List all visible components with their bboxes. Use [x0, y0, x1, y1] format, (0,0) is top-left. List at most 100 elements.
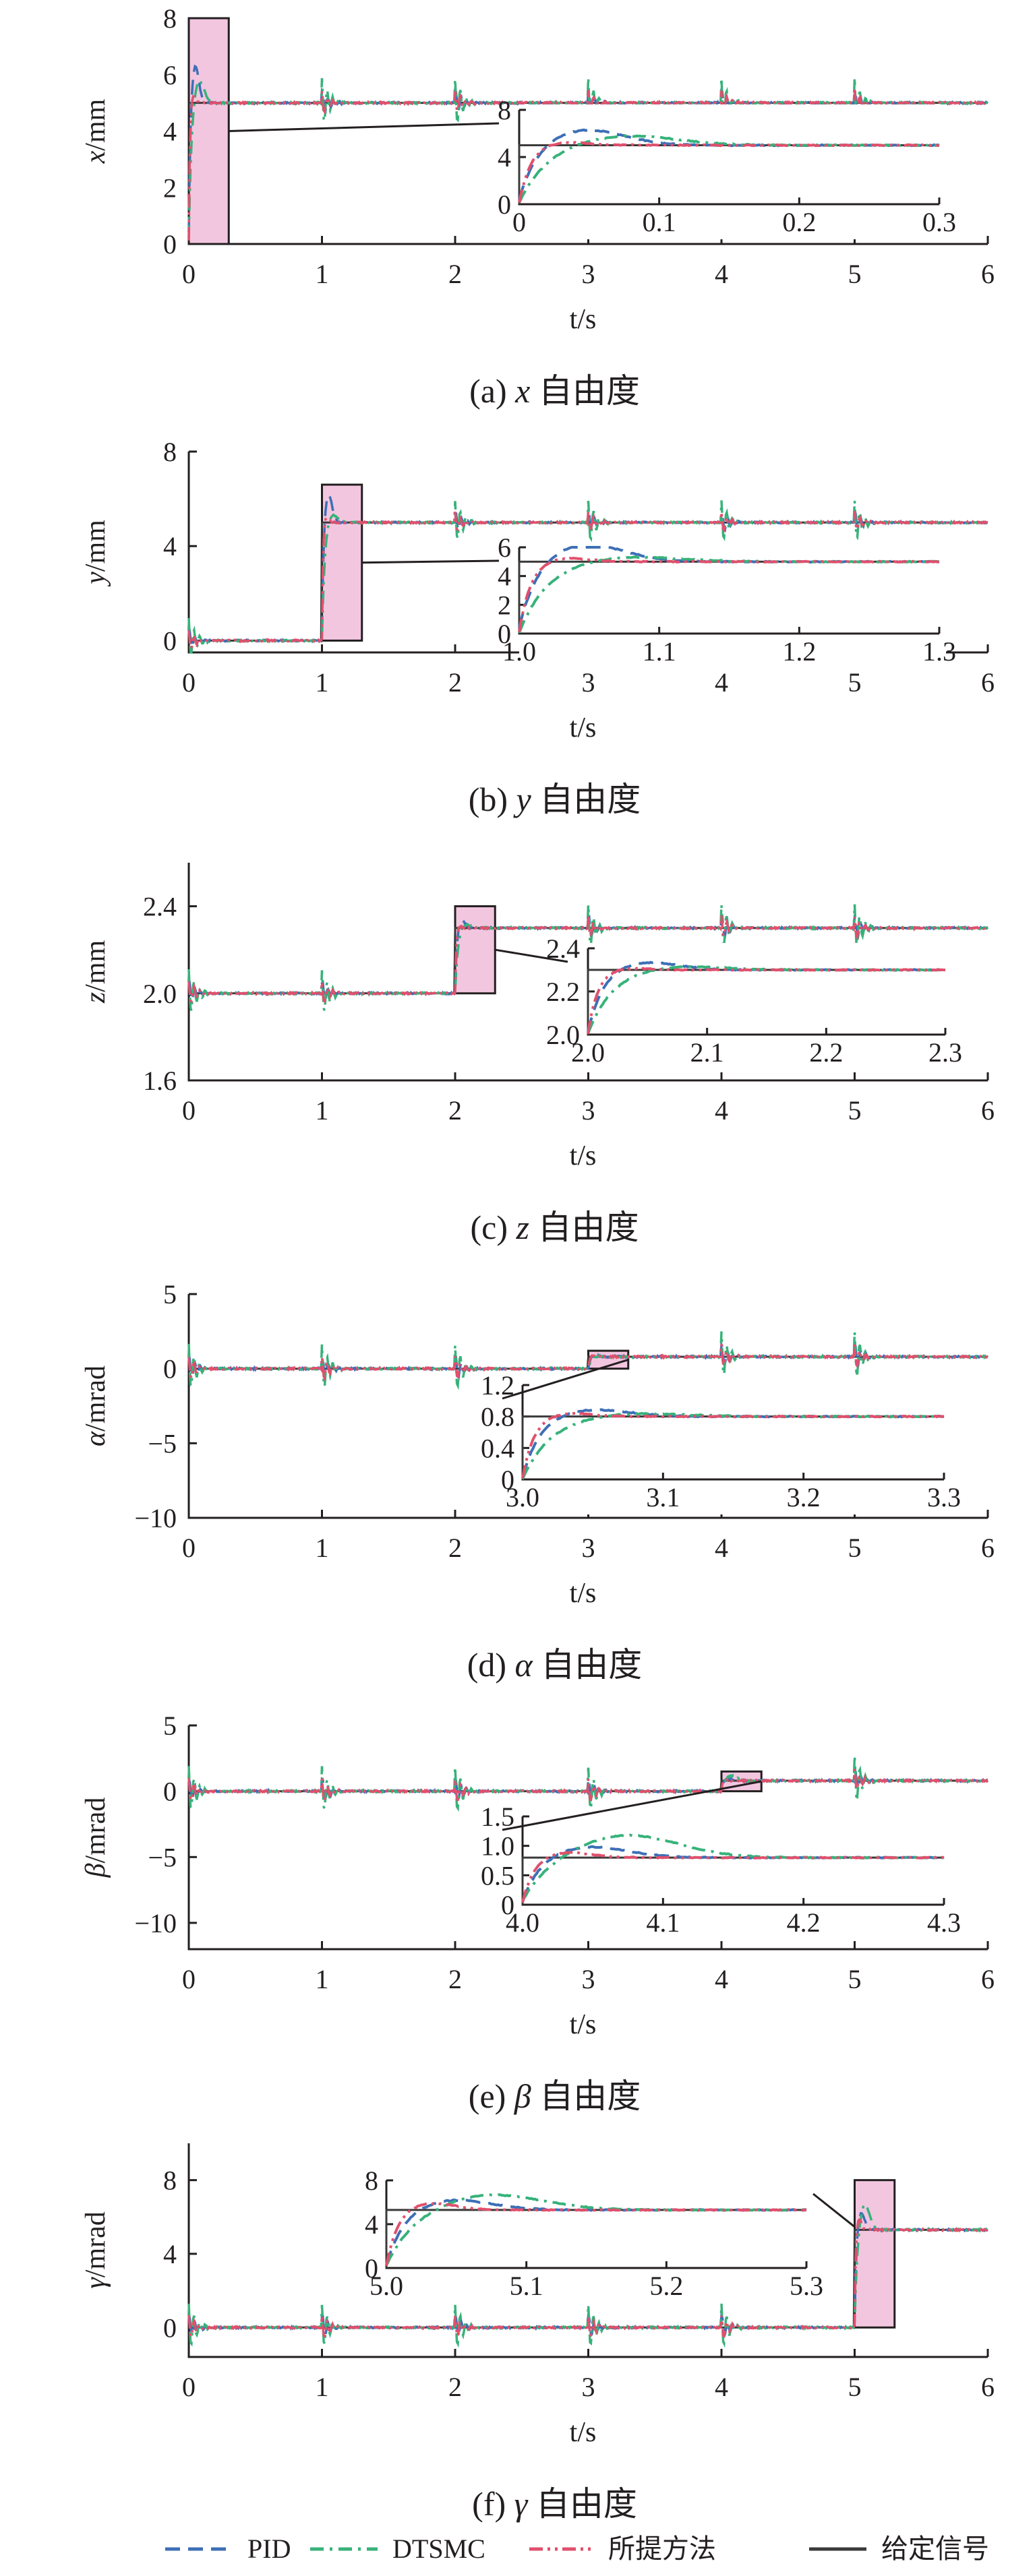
y-tick-label: 0 — [163, 1777, 177, 1807]
inset-chart: 4.0 4.1 4.2 4.3 00.51.01.5 — [481, 1802, 961, 1940]
inset-chart: 3.0 3.1 3.2 3.300.40.81.2 — [481, 1370, 961, 1514]
inset-series-proposed — [518, 557, 940, 633]
zoom-connector — [495, 948, 568, 963]
inset-y-tick-label: 0 — [501, 1465, 514, 1495]
y-axis-label-var: y — [80, 572, 111, 587]
caption-suffix: 自由度 — [529, 1208, 639, 1246]
inset-y-tick-label: 4 — [365, 2209, 378, 2240]
x-tick-label: 1 — [316, 1095, 329, 1126]
inset-background — [386, 2175, 813, 2303]
inset-x-tick-label: 4.0 — [506, 1907, 539, 1938]
series-DTSMC — [187, 2203, 988, 2348]
inset-x-tick-label: 1.1 — [643, 636, 676, 667]
x-tick-label: 3 — [582, 1095, 595, 1126]
inset-x-tick-label: 0.1 — [643, 207, 676, 237]
x-tick-label: 4 — [715, 2372, 728, 2402]
y-tick-label: 2.4 — [143, 892, 177, 922]
inset-chart: 0 0.1 0.2 0.3 0 4 8 — [498, 95, 956, 239]
inset-y-tick-label: 2 — [498, 590, 511, 620]
x-tick-label: 0 — [182, 259, 196, 289]
caption-var: β — [514, 2077, 531, 2115]
y-tick-label: −5 — [148, 1842, 177, 1872]
y-axis-label: x/mm — [80, 98, 111, 164]
y-axis-label: α/mrad — [80, 1366, 111, 1446]
x-tick-label: 1 — [316, 1533, 329, 1563]
inset-series-proposed — [521, 1411, 945, 1479]
zoom-connector — [502, 1358, 629, 1400]
series-proposed — [187, 511, 988, 650]
inset-y-tick-label: 0 — [501, 1890, 514, 1920]
inset-x-tick-label: 4.1 — [646, 1907, 680, 1938]
y-tick-label: 0 — [163, 625, 177, 656]
x-tick-label: 3 — [582, 1533, 595, 1563]
x-tick-label: 5 — [848, 667, 862, 698]
x-tick-label: 5 — [848, 259, 862, 289]
zoom-connector — [361, 559, 500, 564]
y-tick-label: 8 — [163, 437, 177, 467]
zoom-window — [454, 905, 496, 995]
inset-x-tick-label: 5.1 — [510, 2271, 543, 2301]
x-tick-label: 0 — [182, 2372, 196, 2402]
inset-series-proposed — [385, 2201, 807, 2267]
x-tick-label: 4 — [715, 1095, 728, 1126]
inset-x-tick-label: 4.2 — [787, 1907, 821, 1938]
legend-label-reference: 给定信号 — [881, 2534, 989, 2564]
inset-y-tick-label: 6 — [498, 532, 511, 563]
y-axis-label-var: α — [80, 1431, 111, 1446]
inset-y-tick-label: 1.5 — [481, 1802, 514, 1832]
inset-x-tick-label: 5.3 — [790, 2271, 823, 2301]
zoom-window — [187, 17, 230, 245]
panel-caption: (b) y 自由度 — [469, 780, 641, 818]
inset-x-tick-label: 3.3 — [927, 1482, 961, 1512]
zoom-connector — [502, 1780, 762, 1831]
inset-y-tick-label: 0 — [498, 619, 511, 649]
y-axis-label: γ/mrad — [80, 2211, 111, 2289]
inset-y-tick-label: 2.0 — [546, 1020, 580, 1050]
panel-caption: (d) α 自由度 — [467, 1646, 643, 1684]
inset-y-tick-label: 0 — [498, 189, 511, 220]
x-tick-label: 5 — [848, 2372, 862, 2402]
y-axis-label-unit: /mm — [80, 940, 111, 991]
inset-x-tick-label: 1.2 — [782, 636, 816, 667]
caption-var: y — [513, 780, 532, 818]
x-tick-label: 1 — [316, 667, 329, 698]
x-tick-label: 4 — [715, 667, 728, 698]
x-axis-label: t/s — [570, 2417, 597, 2448]
caption-prefix: (d) — [467, 1646, 515, 1684]
inset-series-proposed — [587, 967, 946, 1035]
x-axis-label: t/s — [570, 1140, 597, 1171]
x-tick-label: 6 — [981, 1533, 995, 1563]
series-proposed — [187, 915, 989, 1004]
inset-x-tick-label: 5.0 — [369, 2271, 403, 2301]
x-tick-label: 2 — [448, 259, 462, 289]
inset-series-DTSMC — [521, 1833, 945, 1902]
x-tick-label: 5 — [848, 1533, 862, 1563]
x-tick-label: 4 — [715, 1533, 728, 1563]
caption-suffix: 自由度 — [530, 372, 640, 410]
caption-var: x — [514, 372, 530, 410]
inset-x-tick-label: 3.2 — [787, 1482, 821, 1512]
chart-panel-d: 0 1 2 3 4 5 6 −10 −5 0 5 t/s α/mrad (d) α 自由度 3.0 3.1 3.… — [80, 1279, 995, 1684]
y-tick-label: 6 — [163, 60, 177, 90]
caption-prefix: (b) — [469, 780, 516, 818]
y-axis-label-var: z — [80, 992, 111, 1004]
inset-x-tick-label: 2.3 — [928, 1037, 962, 1068]
caption-prefix: (c) — [471, 1208, 516, 1246]
inset-x-tick-label: 2.2 — [809, 1037, 843, 1068]
series-proposed — [187, 2218, 988, 2341]
y-tick-label: 4 — [163, 531, 177, 561]
caption-suffix: 自由度 — [527, 2485, 637, 2523]
inset-x-tick-label: 4.3 — [927, 1907, 961, 1938]
caption-prefix: (f) — [472, 2485, 514, 2523]
y-tick-label: 5 — [163, 1279, 177, 1310]
inset-series-proposed — [518, 141, 940, 204]
zoom-window — [321, 483, 363, 642]
x-tick-label: 6 — [981, 667, 995, 698]
x-tick-label: 3 — [582, 2372, 595, 2402]
x-tick-label: 5 — [848, 1095, 862, 1126]
caption-suffix: 自由度 — [533, 1646, 643, 1684]
zoom-connector — [229, 122, 500, 132]
inset-series-PID — [385, 2198, 807, 2266]
